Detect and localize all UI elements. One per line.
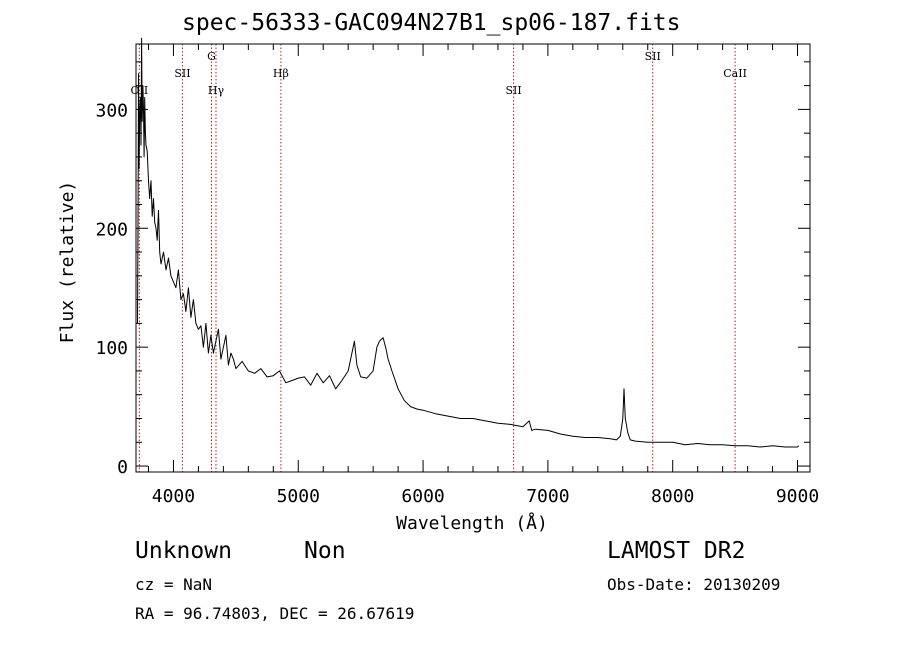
axis-ticks <box>136 44 810 472</box>
y-axis-label: Flux (relative) <box>57 181 78 344</box>
x-tick-label: 8000 <box>651 486 694 507</box>
spectral-line-label: Hβ <box>273 67 289 80</box>
spectral-line-label: SII <box>645 50 661 63</box>
y-tick-label: 100 <box>95 338 128 359</box>
y-tick-label: 300 <box>95 100 128 121</box>
spectral-line-labels: OII SII G Hγ Hβ SII SII CaII <box>131 50 747 97</box>
tick-labels: 4000 5000 6000 7000 8000 9000 0 100 200 300 <box>95 100 819 507</box>
spectral-line-label: G <box>207 50 216 63</box>
spectral-line-label: SII <box>174 67 190 80</box>
y-tick-label: 200 <box>95 219 128 240</box>
spectral-line-label: Hγ <box>208 84 225 97</box>
survey-name: LAMOST DR2 <box>607 538 746 564</box>
object-subclass: Non <box>304 538 346 564</box>
spectral-line-label: OII <box>131 84 149 97</box>
redshift-readout: cz = NaN <box>135 575 213 594</box>
spectral-line-label: CaII <box>723 67 747 80</box>
x-tick-label: 5000 <box>277 486 320 507</box>
coordinates: RA = 96.74803, DEC = 26.67619 <box>135 604 415 623</box>
y-tick-label: 0 <box>117 457 128 478</box>
spectral-lines <box>138 44 736 472</box>
x-tick-label: 9000 <box>776 486 819 507</box>
x-tick-label: 6000 <box>401 486 444 507</box>
plot-frame <box>135 43 811 473</box>
spectrum-line <box>137 37 800 448</box>
spectrum-series <box>137 37 800 448</box>
spectral-line-label: SII <box>505 84 521 97</box>
x-tick-label: 7000 <box>526 486 569 507</box>
x-axis-label: Wavelength (Å) <box>396 512 548 534</box>
object-class: Unknown <box>135 538 232 564</box>
chart-title: spec-56333-GAC094N27B1_sp06-187.fits <box>182 10 681 36</box>
x-tick-label: 4000 <box>152 486 195 507</box>
obs-date: Obs-Date: 20130209 <box>607 575 781 594</box>
